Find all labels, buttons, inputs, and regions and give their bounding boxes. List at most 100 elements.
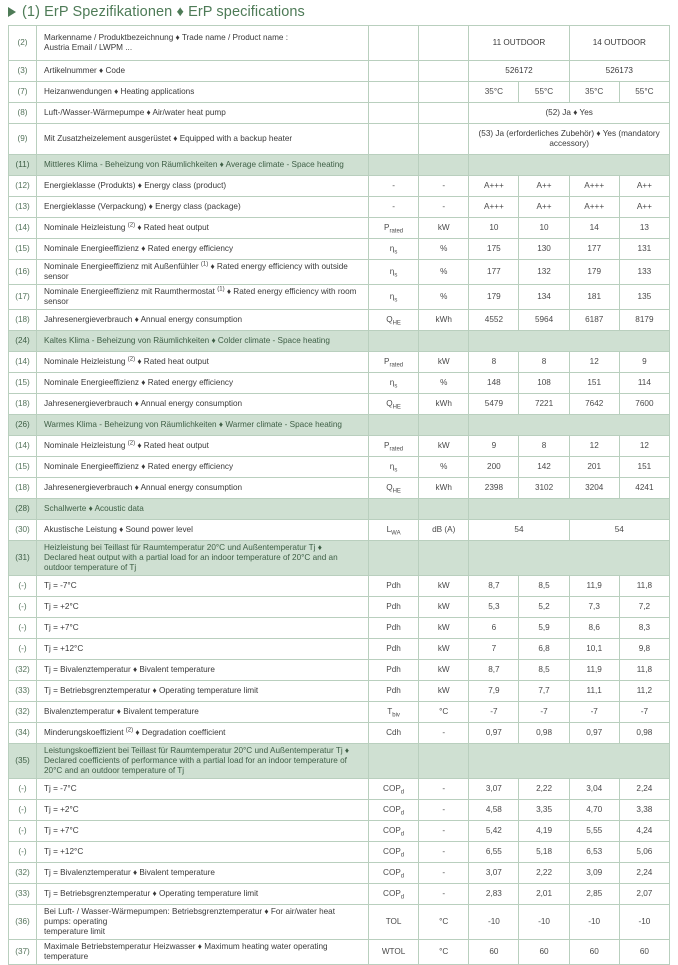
row-symbol: Cdh xyxy=(367,722,420,744)
row-number: (34) xyxy=(8,722,37,744)
row-unit: kW xyxy=(418,575,470,597)
row-symbol xyxy=(367,743,420,779)
table-row: (33) Tj = Betriebsgrenztemperatur ♦ Opera… xyxy=(8,883,671,905)
row-symbol: QHE xyxy=(367,393,420,415)
spacer-unit xyxy=(418,25,470,61)
row-number: (9) xyxy=(8,123,37,155)
row-label: Tj = -7°C xyxy=(36,575,369,597)
value-1: 200 xyxy=(468,456,520,478)
row-label: Energieklasse (Verpackung) ♦ Energy clas… xyxy=(36,196,369,218)
value-4: 133 xyxy=(618,259,671,285)
model-header-1: 11 OUTDOOR xyxy=(468,25,570,61)
value-3: -7 xyxy=(568,701,620,723)
table-row: (28) Schallwerte ♦ Acoustic data xyxy=(8,498,670,520)
row-number: (26) xyxy=(8,414,37,436)
value-1: 60 xyxy=(468,939,520,965)
table-row: (14) Nominale Heizleistung (2) ♦ Rated he… xyxy=(8,435,671,457)
row-unit: kW xyxy=(418,638,470,660)
row-label: Warmes Klima - Beheizung von Räumlichkei… xyxy=(36,414,369,436)
value-2: 108 xyxy=(518,372,570,394)
row-unit: - xyxy=(418,196,470,218)
table-row: (-) Tj = +2°C COPd -4,58 3,35 4,70 3,38 xyxy=(8,799,671,821)
row-label: Leistungskoeffizient bei Teillast für Ra… xyxy=(36,743,369,779)
value-1: 0,97 xyxy=(468,722,520,744)
table-row: (-) Tj = -7°C Pdh kW 8,7 8,5 11,9 11,8 xyxy=(8,575,671,597)
value-3: 6187 xyxy=(568,309,620,331)
row-number: (14) xyxy=(8,351,37,373)
value-4: 8179 xyxy=(618,309,671,331)
row-label: Tj = +2°C xyxy=(36,799,369,821)
value-2: 142 xyxy=(518,456,570,478)
table-row: (16) Nominale Energieeffizienz mit Außenf… xyxy=(8,259,671,285)
value-2: 8 xyxy=(518,435,570,457)
value-4: 13 xyxy=(618,217,671,239)
row-symbol: TOL xyxy=(367,904,420,940)
value-3: 6,53 xyxy=(568,841,620,863)
value-3: A+++ xyxy=(568,175,620,197)
row-symbol: QHE xyxy=(367,309,420,331)
row-label: Luft-/Wasser-Wärmepumpe ♦ Air/water heat… xyxy=(36,102,369,124)
section-fill xyxy=(468,414,670,436)
row-unit: kW xyxy=(418,435,470,457)
row-unit: - xyxy=(418,778,470,800)
table-row: (-) Tj = +7°C COPd -5,42 4,19 5,55 4,24 xyxy=(8,820,671,842)
row-unit xyxy=(418,330,470,352)
row-number: (24) xyxy=(8,330,37,352)
table-row: (-) Tj = +12°C COPd -6,55 5,18 6,53 5,06 xyxy=(8,841,671,863)
value-1: 6 xyxy=(468,617,520,639)
row-label: Nominale Energieeffizienz ♦ Rated energy… xyxy=(36,238,369,260)
value-3: 11,9 xyxy=(568,575,620,597)
row-symbol xyxy=(367,540,420,576)
row-unit: kW xyxy=(418,617,470,639)
value-4: 11,2 xyxy=(618,680,671,702)
row-number: (14) xyxy=(8,435,37,457)
row-unit: % xyxy=(418,259,470,285)
row-number: (18) xyxy=(8,477,37,499)
value-4: 5,06 xyxy=(618,841,671,863)
row-symbol: COPd xyxy=(367,820,420,842)
row-unit: °C xyxy=(418,904,470,940)
model-header-2: 14 OUTDOOR xyxy=(568,25,671,61)
value-3: 7,3 xyxy=(568,596,620,618)
row-number: (28) xyxy=(8,498,37,520)
value-2: -7 xyxy=(518,701,570,723)
table-row: (32) Tj = Bivalenztemperatur ♦ Bivalent t… xyxy=(8,862,671,884)
table-row: (15) Nominale Energieeffizienz ♦ Rated en… xyxy=(8,372,671,394)
table-row: (17) Nominale Energieeffizienz mit Raumth… xyxy=(8,284,671,310)
row-unit: - xyxy=(418,862,470,884)
row-number: (37) xyxy=(8,939,37,965)
heating-application-1: 35°C xyxy=(468,81,520,103)
row-symbol xyxy=(367,330,420,352)
row-unit xyxy=(418,540,470,576)
value-4: 4241 xyxy=(618,477,671,499)
value-1: 8,7 xyxy=(468,659,520,681)
value-3: 3204 xyxy=(568,477,620,499)
row-symbol: Tbiv xyxy=(367,701,420,723)
value-1: 5,42 xyxy=(468,820,520,842)
value-2: 2,01 xyxy=(518,883,570,905)
value-4: 4,24 xyxy=(618,820,671,842)
table-row: (31) Heizleistung bei Teillast für Raumte… xyxy=(8,540,670,576)
product-code-1: 526172 xyxy=(468,60,570,82)
value-2: 132 xyxy=(518,259,570,285)
value-1: 10 xyxy=(468,217,520,239)
row-symbol: Prated xyxy=(367,217,420,239)
row-unit xyxy=(418,743,470,779)
spacer-unit xyxy=(418,102,470,124)
row-number: (32) xyxy=(8,862,37,884)
table-row: (15) Nominale Energieeffizienz ♦ Rated en… xyxy=(8,456,671,478)
value-2: 134 xyxy=(518,284,570,310)
table-row: (14) Nominale Heizleistung (2) ♦ Rated he… xyxy=(8,217,671,239)
row-label: Tj = Betriebsgrenztemperatur ♦ Operating… xyxy=(36,883,369,905)
value-4: A++ xyxy=(618,196,671,218)
row-number: (-) xyxy=(8,820,37,842)
table-row: (7) Heizanwendungen ♦ Heating application… xyxy=(8,81,671,103)
value-2: 5,2 xyxy=(518,596,570,618)
row-unit: kW xyxy=(418,351,470,373)
row-number: (-) xyxy=(8,596,37,618)
row-number: (8) xyxy=(8,102,37,124)
value-3: 177 xyxy=(568,238,620,260)
value-2: 5,18 xyxy=(518,841,570,863)
value-3: 11,9 xyxy=(568,659,620,681)
table-row: (26) Warmes Klima - Beheizung von Räumlic… xyxy=(8,414,670,436)
